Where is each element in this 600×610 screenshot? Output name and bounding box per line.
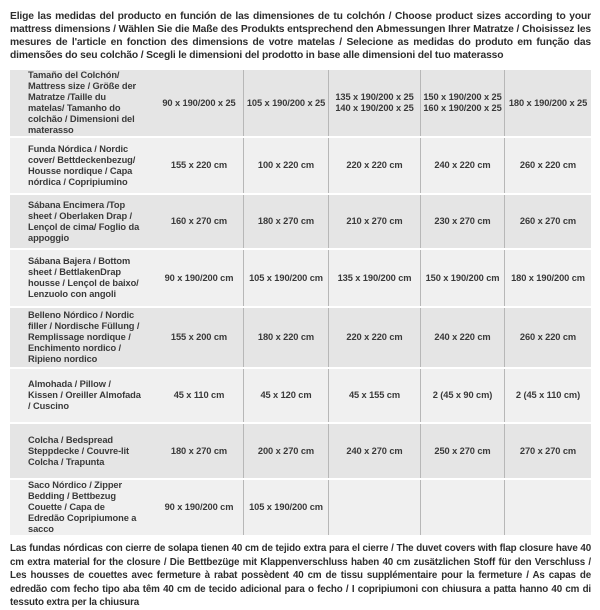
size-cell: 105 x 190/200 x 25 xyxy=(243,70,328,136)
size-cell: 230 x 270 cm xyxy=(420,195,504,248)
size-cell: 210 x 270 cm xyxy=(328,195,420,248)
row-label: Saco Nórdico / Zipper Bedding / Bettbezu… xyxy=(28,480,137,534)
size-cell: 135 x 190/200 x 25 140 x 190/200 x 25 xyxy=(328,70,420,136)
size-table: Tamaño del Colchón/ Mattress size / Größ… xyxy=(10,70,591,537)
row-label: Tamaño del Colchón/ Mattress size / Größ… xyxy=(28,70,137,135)
size-cell: 150 x 190/200 x 25 160 x 190/200 x 25 xyxy=(420,70,504,136)
size-cell: 45 x 110 cm xyxy=(173,390,225,400)
size-cell: 155 x 200 cm xyxy=(170,332,228,342)
size-cell: 220 x 220 cm xyxy=(328,138,420,193)
table-row-top-sheet: Sábana Encimera /Top sheet / Oberlaken D… xyxy=(10,195,591,250)
size-cell: 45 x 120 cm xyxy=(243,369,328,422)
size-cell: 155 x 220 cm xyxy=(170,160,228,170)
size-cell: 180 x 270 cm xyxy=(243,195,328,248)
size-cell: 250 x 270 cm xyxy=(420,424,504,478)
table-row-nordic-filler: Belleno Nórdico / Nordic filler / Nordis… xyxy=(10,308,591,369)
size-cell: 180 x 270 cm xyxy=(170,445,228,456)
size-cell: 90 x 190/200 cm xyxy=(164,272,234,283)
size-cell: 180 x 190/200 cm xyxy=(504,250,591,306)
size-cell xyxy=(420,480,504,535)
table-row-mattress-size: Tamaño del Colchón/ Mattress size / Größ… xyxy=(10,70,591,138)
size-cell: 260 x 220 cm xyxy=(504,308,591,367)
size-cell: 240 x 220 cm xyxy=(420,138,504,193)
row-label: Sábana Bajera / Bottom sheet / Bettlaken… xyxy=(28,256,139,299)
row-label: Colcha / Bedspread Steppdecke / Couvre-l… xyxy=(28,434,130,467)
table-row-bottom-sheet: Sábana Bajera / Bottom sheet / Bettlaken… xyxy=(10,250,591,308)
size-cell: 180 x 190/200 x 25 xyxy=(504,70,591,136)
size-cell xyxy=(328,480,420,535)
table-row-nordic-cover: Funda Nórdica / Nordic cover/ Bettdecken… xyxy=(10,138,591,195)
row-label: Sábana Encimera /Top sheet / Oberlaken D… xyxy=(28,199,140,243)
size-cell: 260 x 220 cm xyxy=(504,138,591,193)
size-cell: 135 x 190/200 cm xyxy=(328,250,420,306)
row-label: Funda Nórdica / Nordic cover/ Bettdecken… xyxy=(28,143,136,187)
size-cell: 220 x 220 cm xyxy=(328,308,420,367)
size-cell: 270 x 270 cm xyxy=(504,424,591,478)
size-cell: 45 x 155 cm xyxy=(328,369,420,422)
size-cell: 240 x 220 cm xyxy=(420,308,504,367)
row-label: Almohada / Pillow / Kissen / Oreiller Al… xyxy=(28,379,141,411)
size-cell: 2 (45 x 90 cm) xyxy=(420,369,504,422)
size-cell: 200 x 270 cm xyxy=(243,424,328,478)
size-cell: 240 x 270 cm xyxy=(328,424,420,478)
table-row-bedspread: Colcha / Bedspread Steppdecke / Couvre-l… xyxy=(10,424,591,480)
size-cell: 105 x 190/200 cm xyxy=(243,480,328,535)
size-cell: 2 (45 x 110 cm) xyxy=(504,369,591,422)
size-cell: 100 x 220 cm xyxy=(243,138,328,193)
intro-paragraph: Elige las medidas del producto en funció… xyxy=(10,11,591,61)
table-row-zipper-bedding: Saco Nórdico / Zipper Bedding / Bettbezu… xyxy=(10,480,591,537)
row-label: Belleno Nórdico / Nordic filler / Nordis… xyxy=(28,310,140,364)
size-cell: 160 x 270 cm xyxy=(170,216,228,226)
size-cell: 150 x 190/200 cm xyxy=(420,250,504,306)
size-cell: 105 x 190/200 cm xyxy=(243,250,328,306)
size-cell: 260 x 270 cm xyxy=(504,195,591,248)
size-cell xyxy=(504,480,591,535)
size-cell: 90 x 190/200 cm xyxy=(164,502,234,512)
size-cell: 180 x 220 cm xyxy=(243,308,328,367)
size-cell: 90 x 190/200 x 25 xyxy=(162,97,236,108)
table-row-pillow: Almohada / Pillow / Kissen / Oreiller Al… xyxy=(10,369,591,424)
flap-closure-note: Las fundas nórdicas con cierre de solapa… xyxy=(10,543,591,608)
